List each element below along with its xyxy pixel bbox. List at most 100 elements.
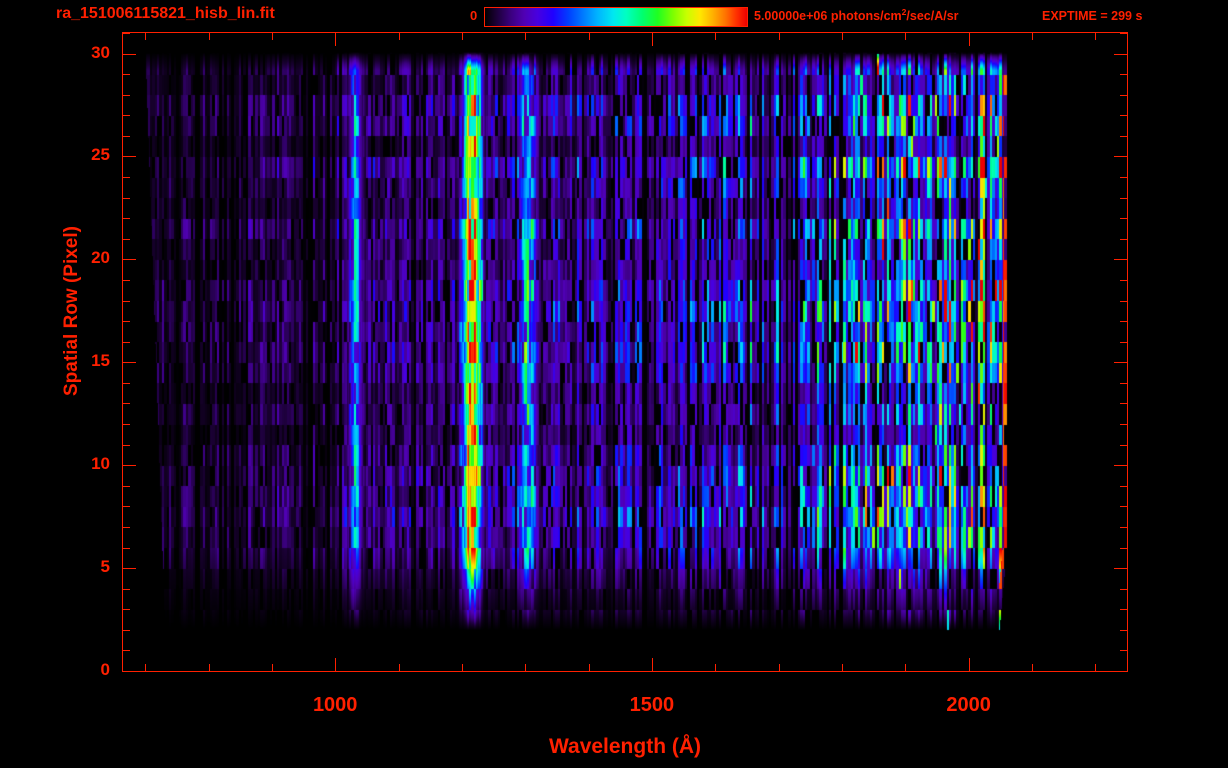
y-tick-right-0 xyxy=(1114,671,1127,672)
y-tick-11 xyxy=(123,445,130,446)
y-tick-right-19 xyxy=(1120,280,1127,281)
y-tick-0 xyxy=(123,671,136,672)
x-tick-top-1300 xyxy=(525,33,526,40)
x-tick-label-1000: 1000 xyxy=(312,694,358,716)
exposure-time-label: EXPTIME = 299 s xyxy=(1042,9,1143,23)
y-tick-right-1 xyxy=(1120,650,1127,651)
y-tick-8 xyxy=(123,506,130,507)
y-tick-21 xyxy=(123,239,130,240)
y-tick-24 xyxy=(123,177,130,178)
y-tick-right-25 xyxy=(1114,156,1127,157)
y-tick-label-10: 10 xyxy=(91,454,110,474)
y-tick-right-16 xyxy=(1120,342,1127,343)
colorbar-units-exponent: 2 xyxy=(901,6,907,17)
y-tick-right-21 xyxy=(1120,239,1127,240)
y-tick-right-14 xyxy=(1120,383,1127,384)
x-tick-1000 xyxy=(335,658,336,671)
x-tick-label-1500: 1500 xyxy=(629,694,675,716)
y-tick-30 xyxy=(123,54,136,55)
x-tick-1400 xyxy=(589,664,590,671)
x-tick-1900 xyxy=(905,664,906,671)
y-tick-right-12 xyxy=(1120,424,1127,425)
y-tick-27 xyxy=(123,115,130,116)
plot-frame xyxy=(122,32,1128,672)
x-tick-top-2200 xyxy=(1095,33,1096,40)
x-tick-top-700 xyxy=(145,33,146,40)
y-tick-right-2 xyxy=(1120,630,1127,631)
y-tick-2 xyxy=(123,630,130,631)
colorbar-max-label: 5.00000e+06 photons/cm2/sec/A/sr xyxy=(754,6,959,23)
x-tick-top-1500 xyxy=(652,33,653,46)
y-tick-label-0: 0 xyxy=(100,660,110,679)
y-tick-label-30: 30 xyxy=(91,42,110,62)
x-tick-2100 xyxy=(1032,664,1033,671)
y-tick-label-20: 20 xyxy=(91,248,110,268)
colorbar-units-post: /sec/A/sr xyxy=(906,9,959,23)
colorbar-min-label: 0 xyxy=(470,8,478,23)
x-tick-1700 xyxy=(779,664,780,671)
y-tick-label-25: 25 xyxy=(91,145,110,165)
y-tick-15 xyxy=(123,362,136,363)
y-tick-14 xyxy=(123,383,130,384)
x-tick-1600 xyxy=(715,664,716,671)
x-tick-top-1600 xyxy=(715,33,716,40)
x-tick-top-1200 xyxy=(462,33,463,40)
x-tick-top-1800 xyxy=(842,33,843,40)
y-tick-31 xyxy=(123,33,130,34)
y-tick-right-6 xyxy=(1120,548,1127,549)
y-tick-right-23 xyxy=(1120,198,1127,199)
x-tick-top-800 xyxy=(209,33,210,40)
y-tick-6 xyxy=(123,548,130,549)
x-tick-top-900 xyxy=(272,33,273,40)
page-title: ra_151006115821_hisb_lin.fit xyxy=(56,5,275,22)
x-axis-title: Wavelength (Å) xyxy=(548,735,702,758)
y-tick-right-29 xyxy=(1120,74,1127,75)
x-tick-top-1000 xyxy=(335,33,336,46)
y-tick-right-18 xyxy=(1120,301,1127,302)
y-tick-right-27 xyxy=(1120,115,1127,116)
spectral-image xyxy=(123,33,1127,671)
y-axis-title: Spatial Row (Pixel) xyxy=(61,226,82,396)
x-tick-top-1900 xyxy=(905,33,906,40)
y-tick-10 xyxy=(123,465,136,466)
y-tick-right-5 xyxy=(1114,568,1127,569)
colorbar-gradient xyxy=(484,7,748,27)
y-tick-13 xyxy=(123,403,130,404)
y-tick-12 xyxy=(123,424,130,425)
y-tick-right-4 xyxy=(1120,589,1127,590)
x-tick-top-2000 xyxy=(969,33,970,46)
y-tick-right-7 xyxy=(1120,527,1127,528)
y-tick-right-22 xyxy=(1120,218,1127,219)
y-tick-right-26 xyxy=(1120,136,1127,137)
y-tick-5 xyxy=(123,568,136,569)
y-tick-right-28 xyxy=(1120,95,1127,96)
y-tick-right-20 xyxy=(1114,259,1127,260)
y-tick-3 xyxy=(123,609,130,610)
y-tick-right-24 xyxy=(1120,177,1127,178)
y-tick-right-8 xyxy=(1120,506,1127,507)
y-tick-right-9 xyxy=(1120,486,1127,487)
y-tick-right-30 xyxy=(1114,54,1127,55)
y-tick-right-10 xyxy=(1114,465,1127,466)
x-tick-700 xyxy=(145,664,146,671)
y-tick-19 xyxy=(123,280,130,281)
x-tick-top-1700 xyxy=(779,33,780,40)
y-tick-20 xyxy=(123,259,136,260)
y-tick-4 xyxy=(123,589,130,590)
y-tick-right-3 xyxy=(1120,609,1127,610)
x-tick-1200 xyxy=(462,664,463,671)
x-tick-label-2000: 2000 xyxy=(946,694,991,716)
y-tick-16 xyxy=(123,342,130,343)
x-tick-1300 xyxy=(525,664,526,671)
x-tick-1500 xyxy=(652,658,653,671)
y-tick-17 xyxy=(123,321,130,322)
y-tick-right-13 xyxy=(1120,403,1127,404)
y-tick-right-17 xyxy=(1120,321,1127,322)
y-tick-25 xyxy=(123,156,136,157)
y-tick-9 xyxy=(123,486,130,487)
y-tick-29 xyxy=(123,74,130,75)
x-tick-800 xyxy=(209,664,210,671)
y-tick-label-5: 5 xyxy=(100,557,110,577)
y-tick-23 xyxy=(123,198,130,199)
